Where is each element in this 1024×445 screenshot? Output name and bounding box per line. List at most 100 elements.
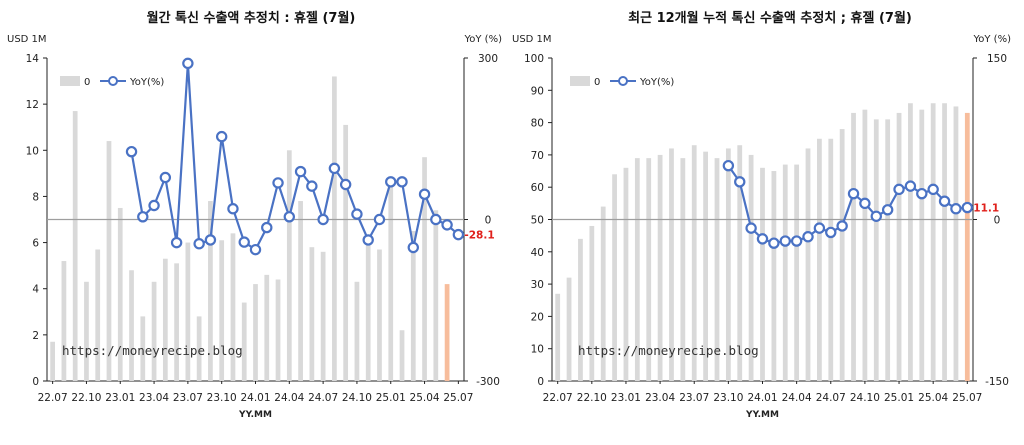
chart-panel-1: 월간 톡신 수출액 추정치 : 휴젤 (7월) USD 1M YoY (%) 0 2 4 6… bbox=[7, 10, 502, 420]
yoy-point bbox=[317, 213, 329, 226]
x-tick-label: 23.04 bbox=[645, 392, 675, 404]
bar bbox=[354, 281, 360, 381]
chart-title: 월간 톡신 수출액 추정치 : 휴젤 (7월) bbox=[147, 10, 356, 26]
yoy-point bbox=[204, 234, 217, 246]
legend-line-label: YoY(%) bbox=[639, 77, 674, 88]
bar bbox=[129, 270, 134, 381]
bar bbox=[365, 244, 371, 381]
x-tick-label: 24.10 bbox=[850, 392, 880, 404]
x-tick-label: 24.01 bbox=[240, 392, 270, 404]
chart-panel-2: 최근 12개월 누적 톡신 수출액 추정치 ; 휴젤 (7월) USD 1M YoY… bbox=[512, 10, 1011, 420]
left-tick-label: 4 bbox=[32, 284, 39, 296]
bar bbox=[174, 263, 179, 381]
bar bbox=[828, 138, 834, 381]
legend-bar-label: 0 bbox=[84, 77, 90, 88]
x-tick-label: 25.01 bbox=[884, 392, 914, 404]
yoy-point bbox=[306, 180, 318, 192]
x-tick-label: 24.07 bbox=[308, 392, 338, 404]
yoy-point bbox=[813, 222, 826, 234]
left-tick-label: 12 bbox=[26, 99, 39, 111]
left-tick-label: 30 bbox=[531, 279, 544, 291]
bar bbox=[422, 157, 427, 381]
bar bbox=[399, 330, 405, 381]
bar bbox=[771, 171, 777, 381]
yoy-point bbox=[859, 197, 871, 210]
yoy-point bbox=[362, 234, 374, 246]
right-tick-label: 150 bbox=[987, 53, 1007, 65]
x-tick-label: 22.10 bbox=[71, 392, 101, 404]
yoy-point bbox=[261, 221, 273, 234]
left-axis-unit: USD 1M bbox=[7, 34, 47, 45]
left-tick-label: 6 bbox=[32, 238, 39, 250]
bar bbox=[332, 76, 337, 381]
bar bbox=[612, 174, 617, 381]
left-tick-label: 80 bbox=[531, 118, 544, 130]
bar bbox=[566, 277, 572, 381]
x-tick-label: 22.10 bbox=[577, 392, 607, 404]
yoy-point bbox=[238, 236, 250, 248]
x-tick-label: 23.10 bbox=[713, 392, 743, 404]
chart-title: 최근 12개월 누적 톡신 수출액 추정치 ; 휴젤 (7월) bbox=[628, 10, 912, 26]
legend-bar-swatch bbox=[570, 76, 590, 86]
last-yoy-label: 11.1 bbox=[973, 203, 999, 215]
yoy-point bbox=[407, 241, 419, 254]
left-tick-label: 90 bbox=[531, 85, 544, 97]
bar bbox=[669, 148, 674, 381]
bar bbox=[50, 341, 56, 381]
bar bbox=[873, 119, 879, 382]
bar bbox=[930, 103, 936, 381]
bar bbox=[140, 316, 146, 381]
left-tick-label: 20 bbox=[531, 311, 544, 323]
x-tick-label: 22.07 bbox=[543, 392, 573, 404]
bar bbox=[264, 274, 270, 381]
bar bbox=[298, 201, 303, 381]
bar bbox=[964, 112, 970, 381]
yoy-point bbox=[283, 211, 296, 223]
yoy-point bbox=[790, 235, 803, 247]
yoy-point bbox=[170, 236, 183, 249]
yoy-point bbox=[847, 187, 860, 200]
yoy-point bbox=[938, 195, 951, 207]
bar bbox=[309, 247, 315, 381]
yoy-point bbox=[756, 233, 769, 245]
bar bbox=[623, 167, 629, 381]
x-tick-label: 23.10 bbox=[207, 392, 237, 404]
yoy-point bbox=[227, 203, 239, 215]
x-tick-label: 23.04 bbox=[139, 392, 169, 404]
yoy-point bbox=[779, 235, 791, 247]
yoy-point bbox=[249, 243, 262, 256]
yoy-point bbox=[825, 226, 837, 239]
bar bbox=[589, 225, 595, 381]
bar bbox=[219, 240, 225, 381]
right-tick-label: -150 bbox=[985, 376, 1009, 388]
bar bbox=[320, 251, 326, 381]
yoy-point bbox=[836, 220, 848, 232]
bar bbox=[691, 145, 697, 381]
yoy-point bbox=[881, 204, 894, 216]
yoy-point bbox=[125, 145, 138, 158]
yoy-point bbox=[148, 199, 160, 212]
right-tick-label: 0 bbox=[994, 215, 1001, 227]
left-tick-label: 60 bbox=[531, 182, 544, 194]
legend: 0 YoY(%) bbox=[60, 76, 164, 88]
yoy-point bbox=[950, 203, 962, 215]
bar bbox=[106, 141, 112, 381]
bar bbox=[657, 154, 663, 381]
legend: 0 YoY(%) bbox=[570, 76, 674, 88]
bar bbox=[680, 158, 686, 381]
yoy-point bbox=[441, 219, 453, 231]
yoy-point bbox=[870, 210, 882, 222]
x-tick-label: 25.04 bbox=[410, 392, 440, 404]
yoy-point bbox=[430, 213, 442, 226]
bar bbox=[343, 124, 349, 382]
yoy-point bbox=[916, 187, 928, 200]
bar bbox=[185, 242, 191, 381]
x-tick-label: 23.01 bbox=[611, 392, 641, 404]
yoy-point bbox=[182, 57, 194, 70]
yoy-point bbox=[904, 180, 917, 192]
bar bbox=[885, 119, 891, 382]
last-yoy-label: -28.1 bbox=[464, 230, 494, 242]
x-axis-title: YY.MM bbox=[745, 410, 779, 420]
